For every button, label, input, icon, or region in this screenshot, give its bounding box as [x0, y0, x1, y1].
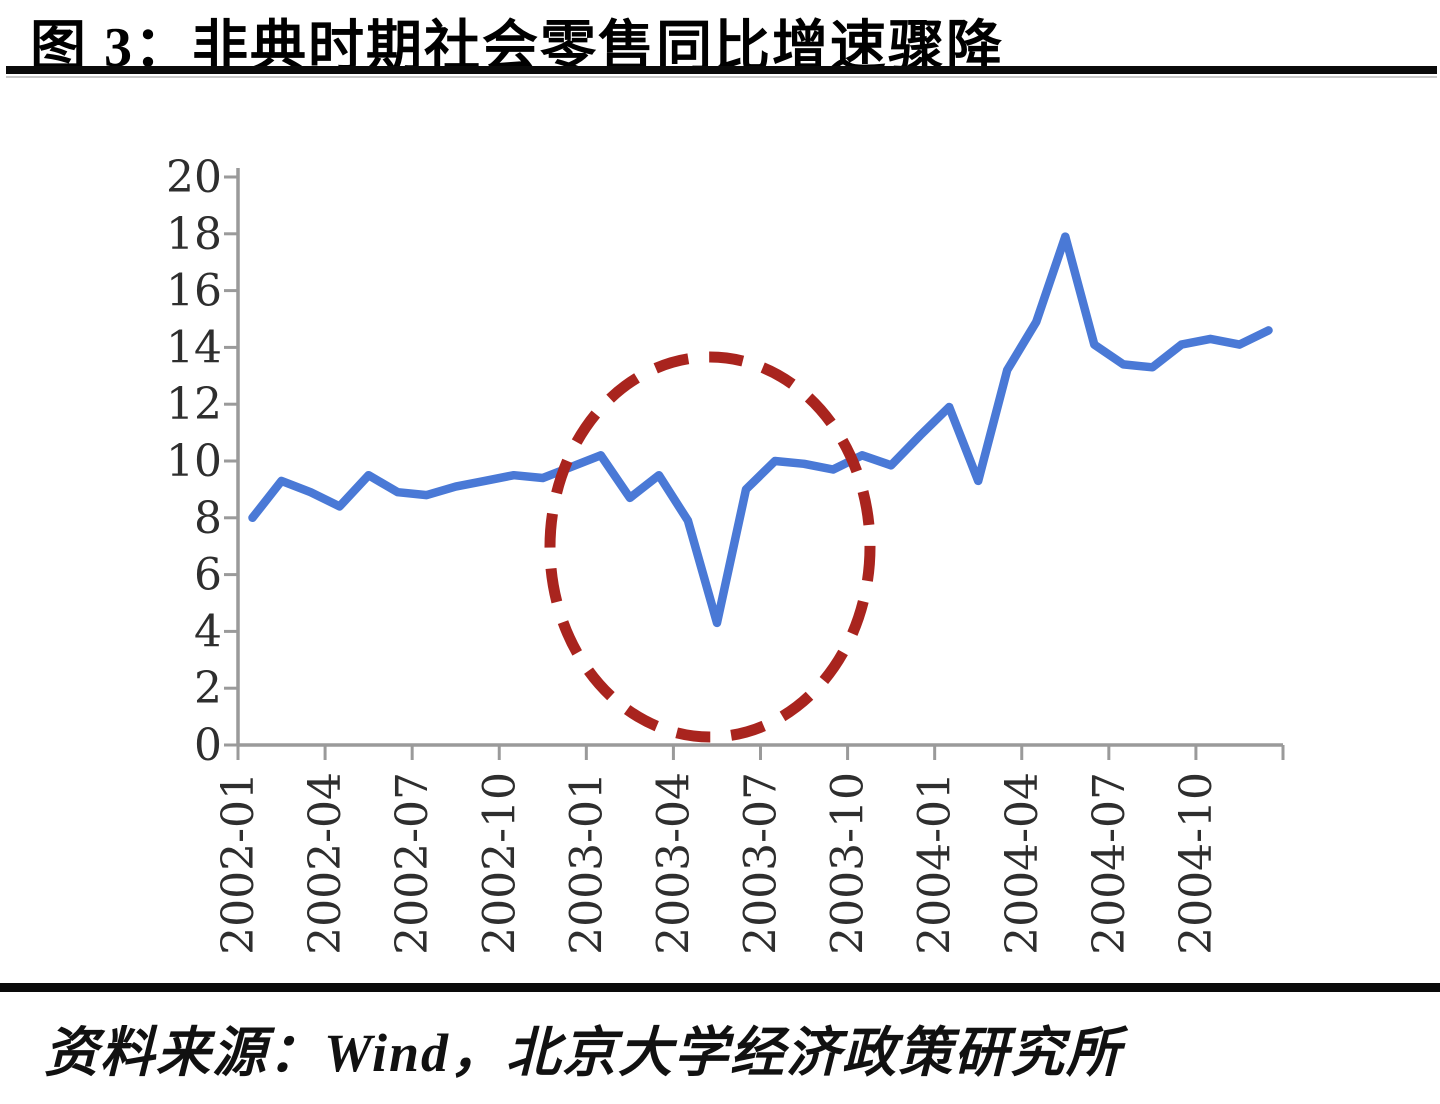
y-axis-tick-label: 8 [194, 493, 222, 544]
y-axis-tick-label: 16 [166, 266, 222, 317]
x-axis-tick-label: 2004-01 [910, 772, 961, 955]
y-axis-tick-label: 10 [166, 436, 222, 487]
retail-growth-series-line [248, 232, 1273, 628]
sars-dip-highlight-circle [544, 351, 876, 743]
x-axis-tick-label: 2003-01 [561, 772, 612, 955]
y-axis-tick-label: 2 [194, 663, 222, 714]
y-axis-tick-label: 0 [194, 720, 222, 771]
y-axis-tick-label: 4 [194, 606, 222, 657]
title-divider-rule [6, 66, 1437, 74]
source-note: 资料来源：Wind，北京大学经济政策研究所 [44, 1023, 1123, 1083]
x-axis-tick-label: 2004-04 [997, 772, 1048, 955]
x-axis-tick-label: 2002-10 [474, 772, 525, 955]
x-axis-tick-label: 2003-07 [736, 772, 787, 955]
x-axis-tick-label: 2002-07 [387, 772, 438, 955]
annotation-group [544, 351, 876, 743]
x-axis-tick-label: 2003-04 [648, 772, 699, 955]
footer-divider-rule [0, 983, 1440, 992]
x-axis-tick-label: 2002-04 [300, 772, 351, 955]
y-axis-tick-label: 18 [166, 209, 222, 260]
title-divider-rule-shadow [6, 76, 1437, 78]
x-axis: 2002-01 2002-04 2002-07 2002-10 2003-01 2003-… [213, 743, 1285, 955]
x-axis-tick-label: 2004-07 [1084, 772, 1135, 955]
y-axis-tick-label: 12 [166, 379, 222, 430]
y-axis-tick-label: 20 [166, 152, 222, 203]
y-axis-tick-label: 14 [166, 322, 222, 373]
x-axis-tick-label: 2002-01 [213, 772, 264, 955]
series-group [248, 232, 1273, 628]
x-axis-tick-label: 2004-10 [1171, 772, 1222, 955]
y-axis-tick-label: 6 [194, 550, 222, 601]
x-axis-tick-label: 2003-10 [823, 772, 874, 955]
